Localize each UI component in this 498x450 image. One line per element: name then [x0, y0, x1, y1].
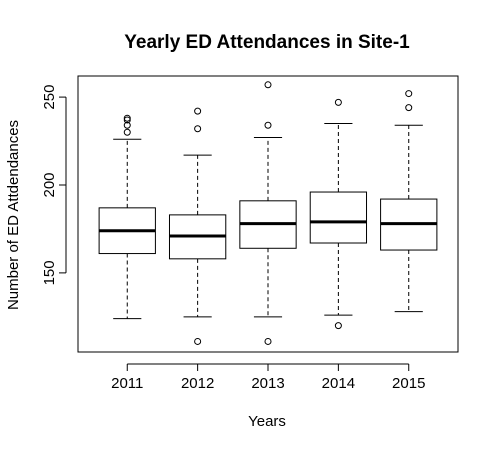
y-tick-label: 250 [41, 85, 58, 110]
outlier-point [334, 322, 342, 330]
plot-layer: 150 200 250 2011 2012 2013 2014 2015 [41, 81, 438, 392]
box-iqr [309, 191, 368, 244]
chart-title: Yearly ED Attendances in Site-1 [124, 32, 410, 53]
outlier-point [123, 114, 131, 122]
x-tick-label: 2014 [322, 375, 355, 392]
x-tick-label: 2012 [181, 375, 214, 392]
outlier-point [264, 337, 272, 345]
outlier-point [264, 81, 272, 89]
outlier-point [123, 128, 131, 136]
x-tick-label: 2015 [392, 375, 425, 392]
x-axis-label: Years [248, 413, 286, 430]
x-tick-label: 2013 [251, 375, 284, 392]
outlier-point [334, 98, 342, 106]
y-axis-label: Number of ED Attdendances [5, 120, 22, 310]
outlier-point [405, 90, 413, 98]
outlier-point [123, 121, 131, 129]
y-tick-label: 200 [41, 172, 58, 197]
x-tick-label: 2011 [111, 375, 143, 392]
outlier-point [194, 125, 202, 133]
outlier-point [194, 107, 202, 115]
plot-frame [77, 75, 459, 353]
outlier-point [405, 104, 413, 112]
outlier-point [264, 121, 272, 129]
y-tick-label: 150 [41, 260, 58, 285]
outlier-point [194, 337, 202, 345]
